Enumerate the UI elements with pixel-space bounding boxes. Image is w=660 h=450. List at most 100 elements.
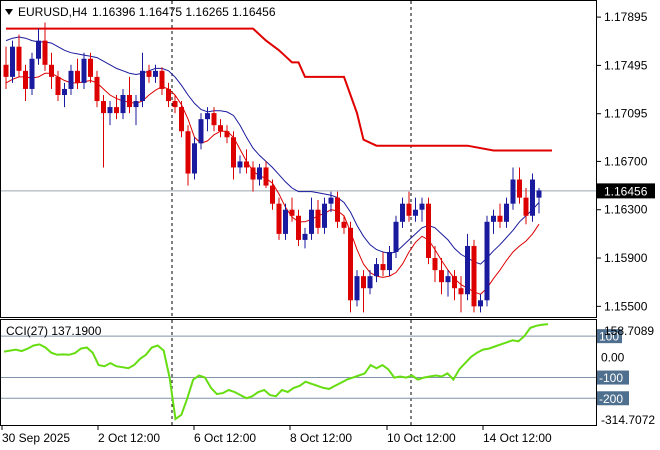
candle-body (211, 113, 217, 126)
time-tick-label: 6 Oct 12:00 (194, 431, 256, 445)
candle-body (166, 88, 171, 102)
candle-body (413, 209, 418, 216)
candle-body (361, 276, 366, 289)
time-tick-label: 10 Oct 12:00 (387, 431, 456, 445)
candle-body (263, 167, 269, 186)
candle-body (3, 64, 9, 77)
candle-body (75, 70, 80, 83)
candle-body (192, 143, 197, 174)
candle-body (62, 88, 67, 95)
candle-body (393, 221, 399, 252)
candle-body (205, 113, 210, 120)
candle-body (445, 276, 451, 283)
time-tick-label: 30 Sep 2025 (2, 431, 70, 445)
candle-body (250, 167, 256, 180)
candle-body (231, 137, 236, 168)
current-price-tag (597, 183, 655, 199)
candle-body (335, 197, 340, 222)
candle-body (523, 197, 529, 216)
candle-body (322, 203, 327, 228)
cci-level-label: 100 (599, 330, 619, 344)
candle-body (198, 119, 204, 144)
candle-body (276, 203, 282, 234)
time-tick-label: 14 Oct 12:00 (483, 431, 552, 445)
candle-body (10, 46, 15, 77)
candle-body (439, 270, 444, 283)
candle-body (114, 107, 119, 114)
price-axis: 1.17895 1.17495 1.17095 1.16700 1.16300 1.159… (596, 10, 648, 313)
candle-body (296, 215, 301, 240)
candle-body (244, 161, 249, 168)
candle-body (283, 209, 288, 234)
candle-body (315, 209, 321, 228)
candle-body (153, 70, 158, 77)
candle-body (49, 64, 54, 77)
candle-body (354, 276, 360, 301)
candle-body (497, 215, 503, 222)
candle-body (218, 125, 223, 132)
price-panel-frame (0, 0, 597, 318)
cci-axis: 100 0.00 -100 -200 (597, 329, 629, 406)
cci-line (3, 323, 549, 421)
candle-body (88, 58, 93, 77)
candle-body (140, 70, 145, 102)
candle-body (328, 197, 334, 204)
price-tick-label: 1.15500 (604, 299, 648, 313)
cci-series (3, 323, 549, 421)
ohlc-values: 1.16396 1.16475 1.16265 1.16456 (92, 5, 276, 19)
candle-body (484, 221, 490, 301)
cci-level-tag (597, 370, 629, 385)
candle-body (491, 215, 496, 222)
candle-body (42, 40, 48, 65)
candle-body (159, 70, 165, 89)
resistance-line (6, 27, 552, 152)
candlestick-series (3, 22, 542, 313)
candle-body (341, 221, 347, 228)
time-axis: 30 Sep 2025 2 Oct 12:00 6 Oct 12:00 8 Oct 1… (1, 425, 552, 445)
candle-body (55, 76, 61, 95)
cci-max-label: 158.7089 (604, 324, 654, 338)
candle-body (406, 203, 412, 216)
candle-body (367, 276, 373, 289)
cci-level-label: 0.00 (601, 350, 625, 364)
cci-min-label: -314.7072 (601, 413, 655, 427)
candle-body (29, 58, 35, 89)
candle-body (270, 185, 275, 204)
price-tick-label: 1.15900 (604, 251, 648, 265)
candle-body (101, 101, 106, 114)
day-separators (171, 1, 412, 425)
candle-body (127, 94, 132, 108)
candle-body (387, 251, 392, 271)
collapse-triangle-icon[interactable] (5, 9, 13, 15)
candle-body (172, 101, 178, 108)
candle-body (107, 107, 113, 114)
cci-level-lines (1, 335, 596, 399)
candle-body (374, 264, 379, 277)
cci-level-label: -200 (599, 392, 623, 406)
symbol-timeframe: EURUSD,H4 (18, 5, 88, 19)
candle-body (309, 209, 314, 234)
candle-body (185, 131, 191, 174)
cci-panel-frame (0, 319, 597, 426)
candle-body (16, 46, 22, 71)
candle-body (289, 209, 295, 216)
price-tick-label: 1.16700 (604, 154, 648, 168)
cci-level-tag (597, 391, 629, 406)
candle-body (302, 233, 308, 240)
candle-body (432, 258, 438, 271)
candle-body (510, 179, 516, 204)
resistance-step-line (6, 27, 552, 152)
candle-body (478, 300, 483, 307)
candle-body (68, 70, 74, 89)
candle-body (504, 203, 509, 222)
cci-level-label: -100 (599, 371, 623, 385)
candle-body (237, 161, 243, 168)
time-tick-label: 2 Oct 12:00 (98, 431, 160, 445)
candle-body (36, 40, 41, 59)
time-tick-label: 8 Oct 12:00 (290, 431, 352, 445)
candle-body (419, 203, 425, 210)
price-tick-label: 1.17895 (604, 10, 648, 24)
cci-title: CCI(27) 137.1900 (6, 324, 102, 338)
current-price-label: 1.16456 (604, 184, 648, 198)
